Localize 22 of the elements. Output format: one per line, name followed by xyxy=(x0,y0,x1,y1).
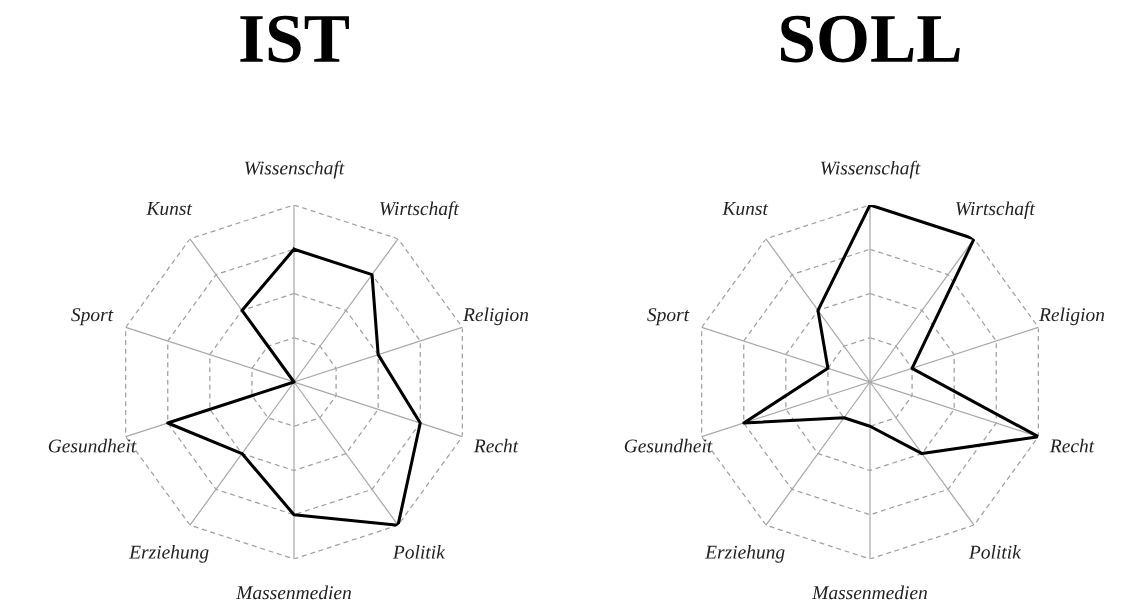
spoke-label: Recht xyxy=(473,438,519,453)
spoke-label: Kunst xyxy=(722,202,769,216)
spoke-label: Politik xyxy=(392,545,446,559)
chart-title: SOLL xyxy=(781,15,960,63)
spoke-label: Gesundheit xyxy=(48,438,137,453)
spoke-label: Wirtschaft xyxy=(956,201,1036,220)
spoke-label: Recht xyxy=(1049,438,1095,453)
spoke-label: Massenmedien xyxy=(235,585,351,600)
spoke-label: Sport xyxy=(647,308,690,326)
spoke-label: Wissenschaft xyxy=(245,160,345,179)
spoke-label: Gesundheit xyxy=(624,438,713,453)
spoke-label: Wissenschaft xyxy=(821,160,921,179)
spoke-label: Erziehung xyxy=(704,545,785,563)
spoke-label: Wirtschaft xyxy=(380,201,460,220)
spoke-label: Sport xyxy=(71,308,114,326)
spoke-label: Politik xyxy=(968,545,1022,559)
spoke-label: Kunst xyxy=(146,202,193,216)
chart-title: IST xyxy=(240,15,349,63)
spoke-label: Religion xyxy=(1038,307,1105,326)
spoke-label: Erziehung xyxy=(128,545,209,563)
spoke-label: Religion xyxy=(462,307,529,326)
spoke-label: Massenmedien xyxy=(811,585,927,600)
